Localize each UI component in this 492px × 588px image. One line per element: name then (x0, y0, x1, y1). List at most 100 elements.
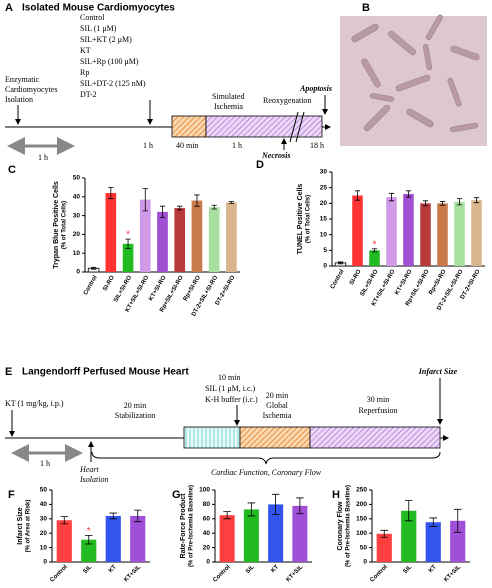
bar-chart: C Trypan Blue Positive Cells (% of Total C… (8, 164, 240, 318)
treatment: KT (80, 46, 91, 55)
error-bar (439, 201, 446, 206)
bar (471, 200, 482, 266)
isolation-label: Cardiomyocytes (5, 85, 57, 94)
error-bar (404, 500, 413, 522)
treatment: Control (80, 13, 105, 22)
bar (191, 200, 203, 272)
reoxygenation-box (205, 115, 323, 138)
bar (352, 195, 363, 266)
error-bar (142, 187, 148, 212)
y-tick-label: 30 (320, 169, 328, 176)
treatment: SIL (1 μM) (80, 24, 117, 33)
bar (219, 515, 235, 562)
bar (105, 515, 121, 562)
y-axis-label: Trypan Blue Positive Cells (53, 181, 60, 269)
error-bar (380, 529, 389, 538)
y-axis-label: (% of Pre-Ischemia Baseline) (346, 485, 352, 567)
y-axis-label: (% of Total Cells) (62, 201, 68, 249)
break-mark (295, 111, 305, 143)
error-bar (133, 509, 142, 523)
y-tick-label: 50 (40, 487, 48, 494)
y-axis-label: Infarct Size (17, 507, 24, 544)
bar (105, 193, 117, 272)
isolation-label: Isolation (79, 475, 108, 484)
treatment: SIL+DT-2 (125 nM) (80, 79, 146, 88)
error-bar (228, 201, 235, 204)
treatment-label: K-H buffer (i.c.) (205, 395, 258, 404)
error-bar (354, 190, 361, 201)
error-bar (177, 205, 183, 211)
error-bar (60, 516, 69, 525)
bar (268, 504, 284, 562)
bar (122, 243, 134, 272)
isolation-label: Isolation (5, 95, 33, 104)
interval: 1 h (40, 459, 50, 468)
treatment: DT-2 (80, 90, 97, 99)
bar (425, 522, 441, 562)
bar (208, 207, 220, 272)
treatment-label: 10 min (218, 373, 240, 382)
phase-label: 20 min (124, 401, 146, 410)
bar (369, 250, 380, 266)
error-bar (371, 248, 378, 253)
phase-label: Reoxygenation (263, 96, 311, 105)
error-bar (422, 200, 429, 207)
y-tick-label: 20 (320, 200, 328, 207)
endpoint: Necrosis (261, 151, 290, 160)
phase-label: Ischemia (263, 411, 292, 420)
ischemia-box (239, 426, 311, 449)
y-tick-label: 40 (40, 501, 48, 508)
ischemia-label: Ischemia (214, 102, 243, 111)
reperfusion-box (309, 426, 441, 449)
y-axis-label: (% of Total Cells) (306, 195, 312, 243)
error-bar (453, 508, 462, 533)
y-tick-label: 0 (363, 559, 367, 566)
y-tick-label: 15 (320, 216, 328, 223)
ischemia-box (171, 115, 207, 138)
y-tick-label: 60 (203, 516, 211, 523)
bar-chart: D TUNEL Positive Cells (% of Total Cells) 0… (256, 159, 485, 312)
x-tick-label: SI-RO (349, 269, 363, 287)
interval: 1 h (143, 141, 153, 150)
error-bar (388, 192, 395, 202)
x-tick-label: Rp+SI-RO (183, 275, 202, 303)
y-tick-label: 30 (40, 516, 48, 523)
error-bar (271, 493, 280, 515)
x-tick-label: Control (212, 564, 232, 584)
bar (376, 533, 392, 562)
treatment-label: SIL (1 μM, i.c.) (205, 384, 256, 393)
bar (81, 539, 97, 562)
y-tick-label: 0 (76, 269, 80, 276)
y-axis-label: (% of Pre-Ischemia Baseline) (189, 485, 195, 567)
y-tick-label: 10 (320, 231, 328, 238)
error-bar (456, 198, 463, 206)
phase-label: Stabilization (115, 411, 155, 420)
y-tick-label: 0 (206, 559, 210, 566)
x-tick-label: SIL (402, 564, 413, 575)
error-bar (84, 534, 93, 545)
panel-letter: C (8, 164, 16, 176)
significance-mark: * (87, 526, 91, 537)
y-tick-label: 50 (360, 544, 368, 551)
x-tick-label: KT (270, 564, 280, 574)
y-tick-label: 10 (40, 544, 48, 551)
bar (226, 202, 237, 272)
x-tick-label: Control (49, 564, 69, 584)
panel-letter: B (362, 2, 370, 14)
y-tick-label: 50 (73, 175, 81, 182)
y-tick-label: 0 (323, 263, 327, 270)
treatment: SIL+Rp (100 μM) (80, 57, 139, 66)
x-tick-label: KT+SIL (123, 564, 142, 583)
x-tick-label: Control (83, 275, 99, 297)
treatment-list: Control SIL (1 μM) SIL+KT (2 μM) KT SIL+… (80, 13, 146, 99)
y-tick-label: 100 (356, 530, 367, 537)
x-tick-label: SIL (245, 564, 256, 575)
x-tick-label: Control (330, 269, 346, 291)
error-bar (159, 205, 166, 218)
error-bar (473, 197, 480, 204)
x-tick-label: KT+SI-RO (148, 275, 167, 303)
panel-title: Langendorff Perfused Mouse Heart (22, 367, 189, 378)
